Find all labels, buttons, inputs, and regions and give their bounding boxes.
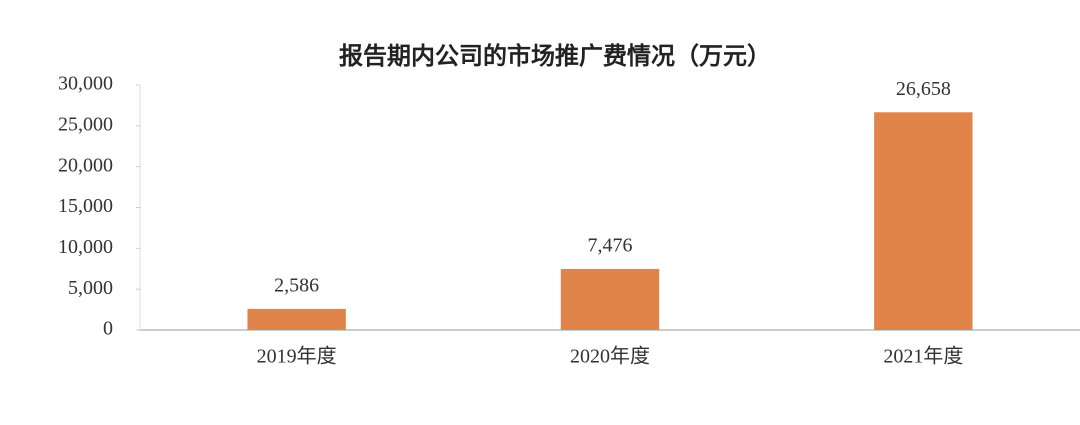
y-tick-label: 30,000: [58, 73, 113, 95]
x-tick-label: 2020年度: [570, 345, 650, 368]
bar: [560, 268, 660, 330]
y-tick-label: 0: [103, 318, 113, 340]
bar: [247, 308, 346, 330]
y-tick-label: 15,000: [58, 195, 113, 217]
value-label: 2,586: [274, 274, 319, 296]
x-tick-label: 2021年度: [883, 345, 963, 368]
y-tick-label: 10,000: [58, 236, 113, 258]
y-tick-label: 5,000: [68, 277, 113, 299]
y-tick-label: 25,000: [58, 113, 113, 135]
x-tick-label: 2019年度: [257, 345, 337, 368]
value-label: 7,476: [588, 235, 633, 257]
bar: [874, 112, 973, 330]
chart-title: 报告期内公司的市场推广费情况（万元）: [339, 42, 771, 70]
value-label: 26,658: [896, 78, 951, 100]
y-tick-label: 20,000: [58, 154, 113, 176]
